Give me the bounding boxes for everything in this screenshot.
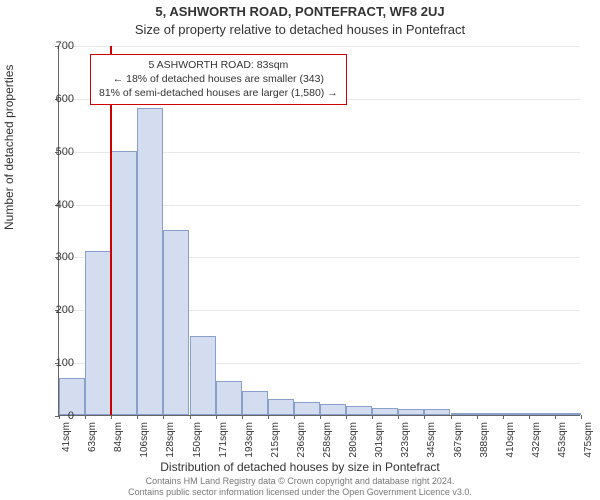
histogram-bar bbox=[529, 413, 555, 415]
annotation-line-3: 81% of semi-detached houses are larger (… bbox=[99, 86, 338, 100]
x-tick-label: 432sqm bbox=[531, 422, 542, 458]
footnote: Contains HM Land Registry data © Crown c… bbox=[0, 476, 600, 498]
x-tick-label: 193sqm bbox=[244, 422, 255, 458]
histogram-bar bbox=[424, 409, 450, 415]
y-tick-label: 300 bbox=[44, 251, 74, 263]
footnote-line-1: Contains HM Land Registry data © Crown c… bbox=[0, 476, 600, 487]
histogram-bar bbox=[294, 402, 320, 415]
x-tick-label: 410sqm bbox=[505, 422, 516, 458]
x-tick-label: 84sqm bbox=[113, 422, 124, 452]
chart-container: 5, ASHWORTH ROAD, PONTEFRACT, WF8 2UJ Si… bbox=[0, 0, 600, 500]
chart-title-main: 5, ASHWORTH ROAD, PONTEFRACT, WF8 2UJ bbox=[0, 4, 600, 19]
annotation-line-2: ← 18% of detached houses are smaller (34… bbox=[99, 72, 338, 86]
y-tick-label: 0 bbox=[44, 410, 74, 422]
x-tick-label: 63sqm bbox=[87, 422, 98, 452]
y-tick-label: 200 bbox=[44, 304, 74, 316]
x-tick-label: 323sqm bbox=[400, 422, 411, 458]
y-tick-label: 400 bbox=[44, 199, 74, 211]
x-tick-label: 367sqm bbox=[453, 422, 464, 458]
x-tick-label: 453sqm bbox=[557, 422, 568, 458]
x-tick-label: 41sqm bbox=[61, 422, 72, 452]
x-axis-label: Distribution of detached houses by size … bbox=[0, 460, 600, 474]
x-tick-label: 106sqm bbox=[139, 422, 150, 458]
y-tick-label: 600 bbox=[44, 93, 74, 105]
x-tick-label: 150sqm bbox=[192, 422, 203, 458]
y-tick-label: 100 bbox=[44, 357, 74, 369]
histogram-bar bbox=[555, 413, 581, 415]
histogram-bar bbox=[320, 404, 346, 415]
histogram-bar bbox=[111, 151, 137, 415]
histogram-bar bbox=[242, 391, 268, 415]
y-axis-label: Number of detached properties bbox=[2, 65, 16, 230]
x-tick-label: 475sqm bbox=[583, 422, 594, 458]
histogram-bar bbox=[163, 230, 189, 415]
histogram-bar bbox=[451, 413, 477, 415]
histogram-bar bbox=[503, 413, 529, 415]
y-tick-label: 500 bbox=[44, 146, 74, 158]
histogram-bar bbox=[477, 413, 503, 415]
annotation-line-1: 5 ASHWORTH ROAD: 83sqm bbox=[99, 58, 338, 72]
histogram-bar bbox=[85, 251, 111, 415]
y-tick-label: 700 bbox=[44, 40, 74, 52]
x-tick-label: 301sqm bbox=[374, 422, 385, 458]
x-tick-label: 280sqm bbox=[348, 422, 359, 458]
x-tick-label: 388sqm bbox=[479, 422, 490, 458]
histogram-bar bbox=[137, 108, 163, 415]
histogram-bar bbox=[398, 409, 424, 415]
footnote-line-2: Contains public sector information licen… bbox=[0, 487, 600, 498]
annotation-box: 5 ASHWORTH ROAD: 83sqm ← 18% of detached… bbox=[90, 54, 347, 105]
x-tick-label: 258sqm bbox=[322, 422, 333, 458]
x-tick-label: 345sqm bbox=[426, 422, 437, 458]
chart-title-sub: Size of property relative to detached ho… bbox=[0, 22, 600, 37]
x-tick-label: 128sqm bbox=[165, 422, 176, 458]
histogram-bar bbox=[190, 336, 216, 415]
x-tick-label: 171sqm bbox=[218, 422, 229, 458]
histogram-bar bbox=[268, 399, 294, 415]
histogram-bar bbox=[216, 381, 242, 415]
histogram-bar bbox=[346, 406, 372, 416]
x-tick-label: 236sqm bbox=[296, 422, 307, 458]
histogram-bar bbox=[372, 408, 398, 415]
x-tick-label: 215sqm bbox=[270, 422, 281, 458]
